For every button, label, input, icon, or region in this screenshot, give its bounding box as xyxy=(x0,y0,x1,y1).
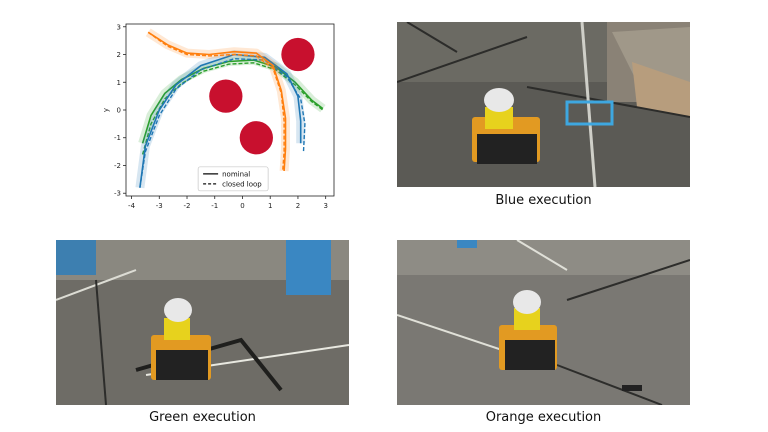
x-axis-label: x xyxy=(228,212,232,214)
y-tick-label: 2 xyxy=(117,51,121,59)
caption-blue-execution: Blue execution xyxy=(495,193,592,208)
x-tick-label: 3 xyxy=(323,202,327,210)
x-tick-label: -4 xyxy=(128,202,136,210)
series-1-closed-loop-line xyxy=(139,57,306,188)
robot-icon xyxy=(499,290,557,370)
x-tick-label: 0 xyxy=(240,202,244,210)
y-tick-label: -3 xyxy=(114,190,121,198)
caption-green-execution: Green execution xyxy=(149,410,256,425)
legend-closed-loop-label: closed loop xyxy=(222,180,262,188)
series-2-closed-loop-line xyxy=(147,31,285,172)
blue-execution-photo xyxy=(397,22,690,187)
robot-icon xyxy=(472,88,540,164)
x-tick-label: 1 xyxy=(268,202,272,210)
legend-box xyxy=(197,166,269,192)
x-tick-label: -2 xyxy=(184,202,191,210)
y-tick-label: 3 xyxy=(117,23,121,31)
orange-execution-photo xyxy=(397,240,690,405)
obstacle-0 xyxy=(281,37,315,72)
legend-nominal-label: nominal xyxy=(222,170,250,178)
y-axis-label: y xyxy=(102,108,110,112)
series-2-nominal-line xyxy=(147,31,287,172)
green-execution-photo xyxy=(56,240,349,405)
x-tick-label: -3 xyxy=(156,202,163,210)
trajectory-plot: -4 -3 -2 -1 0 1 2 3 -3 -2 -1 0 1 2 3 x y nominal closed lo… xyxy=(102,23,335,214)
obstacle-1 xyxy=(209,79,243,113)
obstacle-2 xyxy=(239,121,273,155)
y-tick-label: 0 xyxy=(117,107,121,115)
series-0-nominal-line xyxy=(141,59,324,144)
legend: nominal closed loop xyxy=(197,166,269,192)
caption-orange-execution: Orange execution xyxy=(485,410,602,425)
robot-icon xyxy=(151,298,211,380)
y-tick-label: -1 xyxy=(114,134,121,142)
x-tick-label: -1 xyxy=(211,202,218,210)
y-tick-label: 1 xyxy=(117,79,121,87)
x-tick-label: 2 xyxy=(296,202,300,210)
y-tick-label: -2 xyxy=(114,162,121,170)
